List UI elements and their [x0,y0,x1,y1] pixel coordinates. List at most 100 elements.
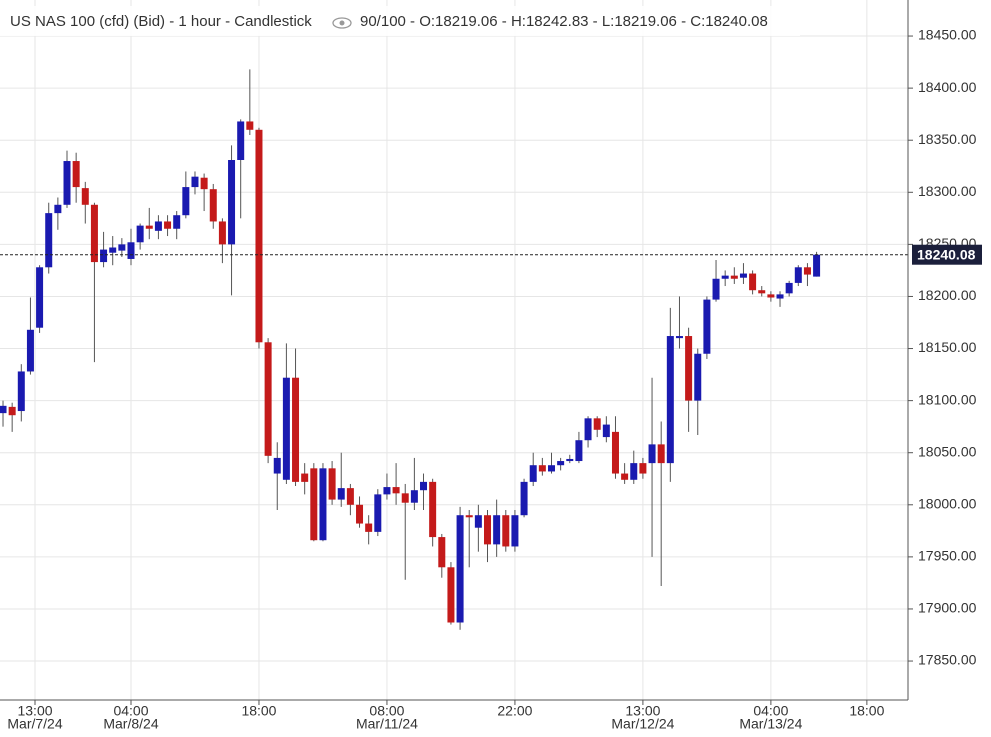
candle-body [401,493,409,503]
candle-body [255,129,263,343]
candle-body [301,473,309,482]
x-date-label: Mar/11/24 [356,716,418,732]
candle-body [511,515,519,547]
candle-body [410,490,418,503]
y-tick-label: 17900.00 [918,600,977,616]
candle-body [319,468,327,541]
grid [0,0,908,700]
candle-body [602,424,610,438]
y-tick-label: 18050.00 [918,443,977,459]
candle-body [209,189,217,222]
candle-body [639,463,647,474]
candle-body [81,188,89,205]
candle-body [584,418,592,441]
candle-body [712,278,720,300]
candle-body [154,221,162,231]
candle-body [794,267,802,283]
candle-body [328,468,336,500]
candle-body [374,494,382,532]
candle-body [694,353,702,401]
candle-body [767,294,775,298]
candle-body [145,225,153,229]
candle-body [648,444,656,464]
candle-body [54,204,62,214]
candle-body [45,213,53,268]
candle-body [630,463,638,480]
candle-body [557,461,565,466]
candle-body [502,515,510,547]
chart-subtitle: 90/100 - O:18219.06 - H:18242.83 - L:182… [360,13,768,30]
candle-body [721,275,729,279]
x-tick-label: 13:00 [17,703,52,719]
x-tick-label: 08:00 [369,703,404,719]
candle-body [273,457,281,474]
y-tick-label: 17950.00 [918,548,977,564]
candle-body [246,121,254,130]
candle-body [383,487,391,495]
x-tick-label: 04:00 [113,703,148,719]
x-tick-label: 22:00 [497,703,532,719]
candle-body [429,481,437,538]
candle-body [72,161,80,188]
candle-body [420,481,428,491]
axes: 17850.00 17900.00 17950.00 18000.00 18050.00… [7,27,982,732]
candle-body [218,221,226,245]
candle-body [484,515,492,545]
chart-title: US NAS 100 (cfd) (Bid) - 1 hour - Candle… [10,13,312,30]
candle-body [621,473,629,480]
eye-icon [332,17,352,29]
y-tick-label: 18000.00 [918,495,977,511]
candle-body [520,481,528,516]
y-tick-label: 17850.00 [918,652,977,668]
candle-body [100,249,108,263]
candle-body [200,177,208,190]
candle-body [547,465,555,472]
candle-body [8,406,16,416]
x-date-label: Mar/13/24 [739,716,802,732]
candle-body [474,515,482,528]
candle-body [346,488,354,505]
candle-body [739,273,747,278]
candle-body [90,204,98,263]
candle-body [292,377,300,482]
candle-body [785,282,793,294]
candle-body [63,161,71,205]
candle-body [337,488,345,500]
candle-body [17,371,25,412]
candle-body [438,537,446,568]
candle-body [310,468,318,541]
candle-body [666,336,674,464]
candle-body [228,160,236,245]
y-tick-label: 18150.00 [918,339,977,355]
candle-body [365,523,373,532]
candle-body [191,176,199,188]
candle-body [813,254,821,277]
candle-body [0,405,7,414]
header-bg [0,6,800,36]
candle-body [776,294,784,299]
x-date-label: Mar/7/24 [7,716,62,732]
candle-body [136,225,144,243]
x-date-label: Mar/12/24 [611,716,674,732]
candle-body [703,299,711,354]
y-tick-label: 18100.00 [918,391,977,407]
x-date-label: Mar/8/24 [103,716,158,732]
x-tick-label: 13:00 [625,703,660,719]
candle-body [456,515,464,623]
y-tick-label: 18350.00 [918,131,977,147]
candle-body [529,465,537,482]
candle-body [493,515,501,545]
candle-body [182,187,190,216]
candle-body [758,290,766,294]
last-price-label: 18240.08 [917,246,976,262]
candle-body [36,267,44,328]
candle-body [803,267,811,275]
candle-body [566,458,574,462]
candle-body [730,275,738,279]
candle-body [173,215,181,229]
candle-body [685,336,693,401]
candle-body [237,121,245,160]
candle-body [749,273,757,291]
candle-body [118,244,126,251]
